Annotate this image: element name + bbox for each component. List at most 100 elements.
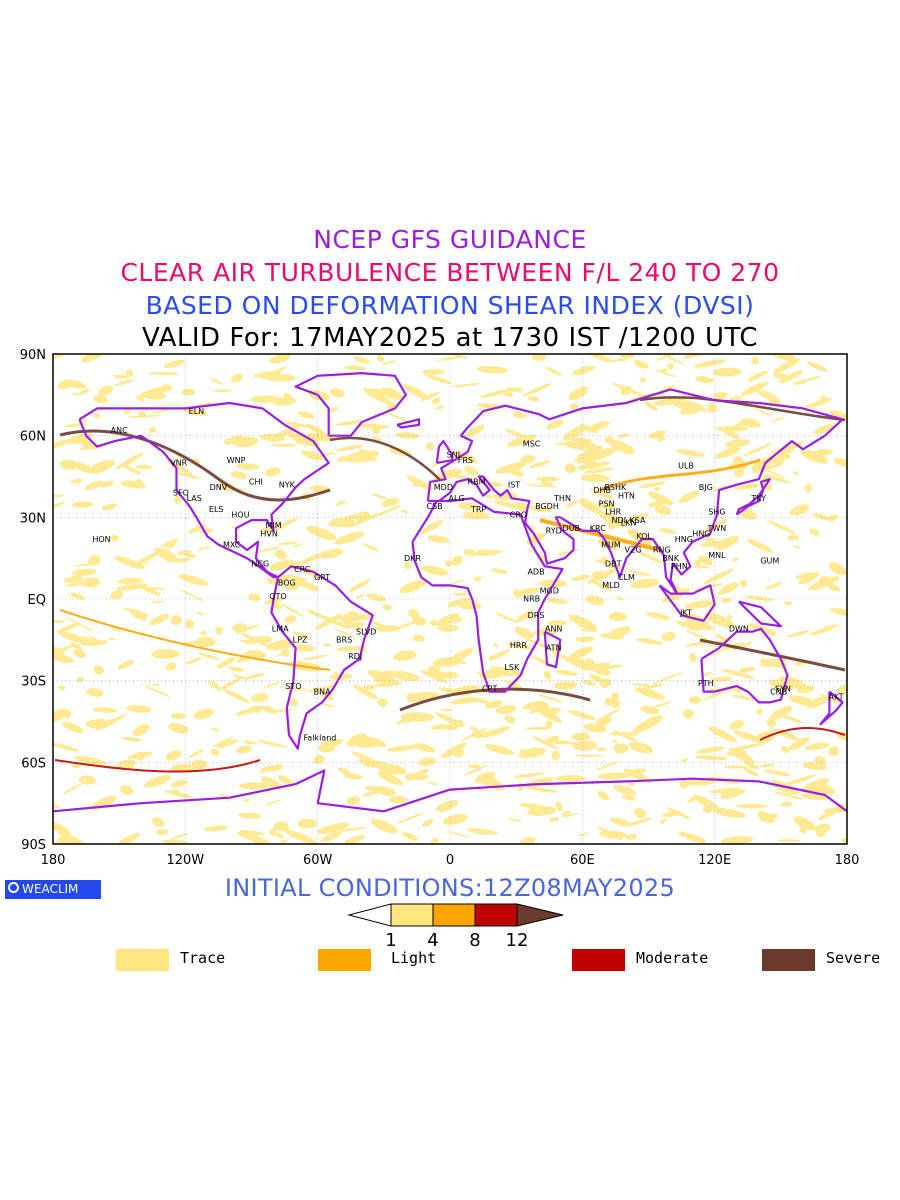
trace-patch bbox=[726, 614, 733, 621]
trace-patch bbox=[594, 664, 623, 671]
trace-patch bbox=[688, 654, 697, 662]
trace-patch bbox=[301, 450, 323, 461]
trace-patch bbox=[828, 746, 840, 757]
trace-patch bbox=[112, 374, 129, 379]
trace-patch bbox=[70, 763, 81, 769]
trace-patch bbox=[406, 768, 429, 782]
trace-patch bbox=[464, 465, 479, 476]
trace-patch bbox=[431, 397, 441, 405]
trace-patch bbox=[513, 772, 546, 779]
trace-patch bbox=[766, 718, 777, 728]
trace-patch bbox=[212, 737, 233, 748]
trace-patch bbox=[540, 707, 561, 715]
trace-patch bbox=[744, 595, 774, 601]
station-label: BRS bbox=[336, 636, 352, 645]
trace-patch bbox=[684, 620, 715, 630]
lon-label: 120W bbox=[166, 853, 204, 868]
trace-patch bbox=[284, 829, 317, 844]
station-label: RDJ bbox=[348, 652, 362, 661]
trace-patch bbox=[78, 438, 99, 450]
trace-patch bbox=[689, 696, 702, 704]
trace-patch bbox=[528, 703, 549, 714]
station-label: RBM bbox=[468, 478, 486, 487]
station-label: LPZ bbox=[293, 636, 308, 645]
trace-patch bbox=[93, 412, 101, 419]
trace-patch bbox=[819, 576, 833, 586]
trace-patch bbox=[216, 676, 245, 692]
trace-patch bbox=[110, 627, 121, 632]
trace-patch bbox=[181, 388, 196, 396]
trace-patch bbox=[335, 500, 346, 506]
trace-patch bbox=[693, 359, 727, 368]
turbulence-band bbox=[59, 429, 331, 502]
trace-patch bbox=[334, 420, 365, 426]
trace-patch bbox=[631, 683, 653, 687]
trace-patch bbox=[611, 739, 619, 744]
trace-patch bbox=[729, 417, 753, 431]
trace-patch bbox=[747, 538, 773, 553]
trace-patch bbox=[514, 410, 522, 418]
weaclim-logo: WEACLIM bbox=[5, 880, 101, 899]
trace-patch bbox=[108, 637, 116, 641]
trace-patch bbox=[622, 794, 636, 801]
trace-patch bbox=[505, 387, 523, 392]
trace-patch bbox=[273, 821, 289, 832]
station-label: NCG bbox=[251, 559, 269, 568]
trace-patch bbox=[770, 417, 785, 423]
trace-patch bbox=[743, 767, 759, 777]
trace-patch bbox=[72, 392, 81, 396]
trace-patch bbox=[79, 636, 94, 645]
trace-patch bbox=[734, 483, 760, 490]
lon-label: 60W bbox=[303, 853, 333, 868]
trace-patch bbox=[284, 421, 309, 428]
trace-patch bbox=[516, 610, 534, 622]
trace-patch bbox=[694, 755, 728, 761]
trace-patch bbox=[169, 833, 189, 840]
trace-patch bbox=[519, 454, 536, 464]
trace-patch bbox=[366, 593, 386, 602]
trace-patch bbox=[545, 720, 553, 729]
trace-patch bbox=[608, 612, 628, 622]
trace-patch bbox=[555, 801, 563, 811]
trace-patch bbox=[243, 740, 258, 745]
trace-patch bbox=[117, 660, 134, 670]
colorbar-segment bbox=[474, 903, 518, 927]
trace-patch bbox=[344, 365, 367, 371]
trace-patch bbox=[747, 370, 769, 382]
coastline bbox=[53, 769, 847, 813]
trace-patch bbox=[514, 587, 540, 596]
trace-patch bbox=[266, 639, 296, 651]
trace-patch bbox=[451, 616, 463, 623]
trace-patch bbox=[70, 478, 83, 484]
trace-patch bbox=[163, 359, 185, 368]
trace-patch bbox=[555, 775, 587, 782]
trace-patch bbox=[780, 801, 793, 807]
trace-patch bbox=[117, 759, 136, 770]
trace-patch bbox=[720, 789, 746, 800]
trace-patch bbox=[595, 761, 619, 771]
trace-patch bbox=[829, 607, 847, 618]
station-label: LHR bbox=[605, 508, 621, 517]
trace-patch bbox=[62, 782, 84, 795]
station-label: ADB bbox=[527, 568, 544, 577]
trace-patch bbox=[119, 785, 134, 795]
station-label: MNL bbox=[708, 551, 726, 560]
trace-patch bbox=[596, 826, 623, 841]
trace-patch bbox=[92, 395, 109, 404]
trace-patch bbox=[170, 615, 183, 625]
trace-patch bbox=[576, 461, 610, 470]
trace-patch bbox=[207, 680, 220, 689]
colorbar-tick-label: 4 bbox=[427, 930, 438, 950]
trace-patch bbox=[654, 354, 686, 362]
trace-patch bbox=[692, 794, 721, 811]
trace-patch bbox=[610, 817, 631, 827]
coastline bbox=[426, 388, 844, 595]
trace-patch bbox=[430, 838, 439, 844]
station-label: LKN bbox=[621, 519, 637, 528]
trace-patch bbox=[435, 799, 459, 812]
trace-patch bbox=[306, 685, 337, 693]
trace-patch bbox=[560, 812, 579, 818]
trace-patch bbox=[421, 565, 449, 576]
station-label: Falkland bbox=[303, 734, 336, 743]
trace-patch bbox=[334, 531, 365, 545]
